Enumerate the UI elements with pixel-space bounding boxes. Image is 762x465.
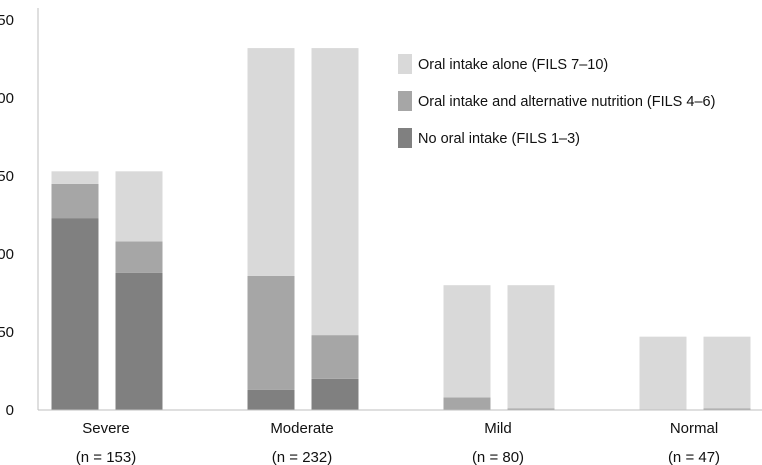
x-category-label: Moderate [270, 420, 333, 437]
bar-segment-normal-1-series-3 [639, 336, 687, 410]
bar-segment-moderate-2-series-2 [311, 335, 359, 379]
bar-segment-moderate-2-series-3 [311, 48, 359, 336]
legend-swatch-1 [398, 54, 412, 74]
bar-segment-moderate-1-series-2 [247, 275, 295, 390]
bar-segment-severe-2-series-2 [115, 241, 163, 273]
legend-label-2: Oral intake and alternative nutrition (F… [418, 94, 715, 110]
legend: Oral intake alone (FILS 7–10) Oral intake… [398, 54, 715, 148]
bar-segment-severe-1-series-2 [51, 183, 99, 219]
bar-segment-moderate-1-series-1 [247, 389, 295, 410]
bar-segment-severe-1-series-3 [51, 171, 99, 184]
x-category-count: (n = 153) [76, 449, 136, 465]
bar-segment-mild-2-series-3 [507, 285, 555, 409]
y-tick-label: 50 [0, 324, 14, 341]
y-tick-label: 200 [0, 90, 14, 107]
legend-label-1: Oral intake alone (FILS 7–10) [418, 57, 608, 73]
labels-layer: 0 50 100 150 200 250 Severe (n = 153) Moderate (n… [0, 12, 720, 465]
y-tick-label: 150 [0, 168, 14, 185]
y-tick-label: 0 [6, 402, 14, 419]
bar-segment-mild-1-series-2 [443, 397, 491, 410]
x-category-label: Normal [670, 420, 718, 437]
bar-segment-moderate-2-series-1 [311, 378, 359, 410]
legend-label-3: No oral intake (FILS 1–3) [418, 131, 580, 147]
y-tick-label: 100 [0, 246, 14, 263]
x-category-count: (n = 232) [272, 449, 332, 465]
axes-layer [37, 8, 762, 411]
bar-segment-severe-1-series-1 [51, 218, 99, 410]
bar-segment-severe-2-series-1 [115, 272, 163, 410]
x-category-count: (n = 80) [472, 449, 524, 465]
bars-layer [51, 48, 751, 410]
bar-segment-mild-2-series-2 [507, 408, 555, 410]
x-category-label: Mild [484, 420, 512, 437]
bar-segment-severe-2-series-3 [115, 171, 163, 242]
bar-segment-normal-2-series-3 [703, 336, 751, 409]
y-tick-label: 250 [0, 12, 14, 29]
legend-swatch-2 [398, 91, 412, 111]
bar-segment-normal-2-series-2 [703, 408, 751, 410]
bar-segment-mild-1-series-3 [443, 285, 491, 398]
x-category-label: Severe [82, 420, 130, 437]
bar-segment-moderate-1-series-3 [247, 48, 295, 276]
legend-swatch-3 [398, 128, 412, 148]
x-category-count: (n = 47) [668, 449, 720, 465]
